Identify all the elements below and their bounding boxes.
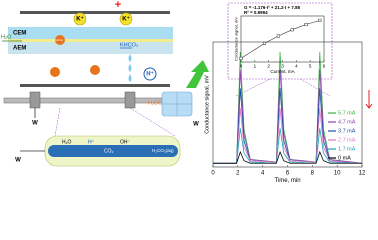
cell-diagram-part (73, 12, 87, 26)
x-tick-label: 2 (236, 171, 240, 177)
point (290, 28, 294, 32)
x-tick-label: 6 (286, 171, 290, 177)
x-tick-label: 1 (254, 64, 257, 69)
point (239, 56, 243, 60)
trend-arrow (365, 90, 373, 109)
legend-label: 4.7 mA (338, 119, 356, 125)
cell-diagram-part (55, 35, 65, 45)
series-line (213, 150, 362, 164)
cell-diagram: + K⁺ K⁺ CEM AEM H₂O HCO₃⁻ KHCO₃ H⁺ W H₂C… (1, 0, 209, 167)
tube-water: H₂O (62, 139, 72, 145)
tube-out: H₂CO₃(aq) (152, 148, 174, 153)
series-line (213, 51, 363, 164)
x-tick-label: 3 (281, 64, 284, 69)
k-ion: K⁺ (76, 16, 84, 23)
x-tick-label: 0 (211, 171, 215, 177)
cell-diagram-part (20, 84, 170, 87)
x-tick-label: 6 (323, 64, 326, 69)
cell-diagram-part (8, 42, 173, 54)
waste-label: W (32, 121, 38, 127)
figure: + K⁺ K⁺ CEM AEM H₂O HCO₃⁻ KHCO₃ H⁺ W H₂C… (1, 0, 373, 184)
tube-h: H⁺ (88, 139, 95, 145)
series-line (213, 88, 363, 164)
cell-diagram-part (8, 27, 173, 39)
fit-curve (240, 20, 320, 59)
cell-diagram-part (54, 107, 61, 137)
cell-diagram-part (90, 65, 100, 75)
cem-label: CEM (13, 31, 26, 37)
anode-label: + (115, 0, 121, 11)
h-ion: H⁺ (146, 71, 154, 78)
series-line (213, 128, 363, 164)
x-axis-label: Time, min (274, 178, 300, 184)
x-tick-label: 8 (311, 171, 315, 177)
cell-diagram-part (119, 12, 133, 26)
point (276, 34, 280, 38)
k-ion: K⁺ (122, 16, 130, 23)
point (318, 18, 322, 22)
tube-co2: CO₂ (104, 148, 114, 154)
point (304, 22, 308, 27)
cell-diagram-part (20, 11, 170, 14)
legend-label: 1.7 mA (338, 146, 356, 152)
h2co3-label: H₂CO₃ (148, 100, 165, 106)
y-axis-label: Conductance signal, mV (204, 75, 210, 134)
legend-label: 2.7 mA (338, 137, 356, 143)
x-tick-label: 2 (267, 64, 270, 69)
point (262, 41, 267, 45)
series-line (213, 108, 363, 164)
y-axis-label: Conductance signal, mV (234, 17, 239, 61)
x-tick-label: 4 (261, 171, 265, 177)
legend-label: 5.7 mA (338, 110, 356, 116)
r-squared: R² = 0.9994 (244, 10, 268, 15)
waste-label: W (15, 158, 21, 164)
bicarbonate-label: HCO₃⁻ (55, 38, 65, 42)
cell-diagram-part (186, 60, 209, 88)
connector (299, 78, 331, 97)
legend-label: 3.7 mA (338, 128, 356, 134)
cell-diagram-part (29, 91, 41, 109)
cell-diagram-part (128, 54, 132, 82)
x-tick-label: 0 (240, 64, 243, 69)
inset-frame (227, 2, 333, 80)
cell-diagram-part (50, 67, 60, 77)
cell-diagram-part (124, 91, 136, 109)
khco3-label: KHCO₃ (120, 42, 138, 48)
cell-diagram-part (48, 145, 178, 157)
aem-label: AEM (13, 46, 26, 52)
x-tick-label: 4 (295, 64, 298, 69)
tube-oh: OH⁻ (120, 139, 131, 145)
series-line (213, 69, 363, 164)
cell-diagram-part (143, 67, 157, 81)
cell-diagram-part (8, 39, 173, 42)
water-label: H₂O (1, 34, 12, 40)
x-tick-label: 12 (359, 171, 366, 177)
waste-label: W (193, 122, 199, 128)
x-tick-label: 10 (334, 171, 341, 177)
legend-label: 0 mA (338, 155, 351, 161)
x-tick-label: 5 (309, 64, 312, 69)
x-axis-label: Current, mA (270, 69, 294, 74)
equation: G = -1.176·I² + 21.2·I + 7.85 (244, 5, 301, 10)
